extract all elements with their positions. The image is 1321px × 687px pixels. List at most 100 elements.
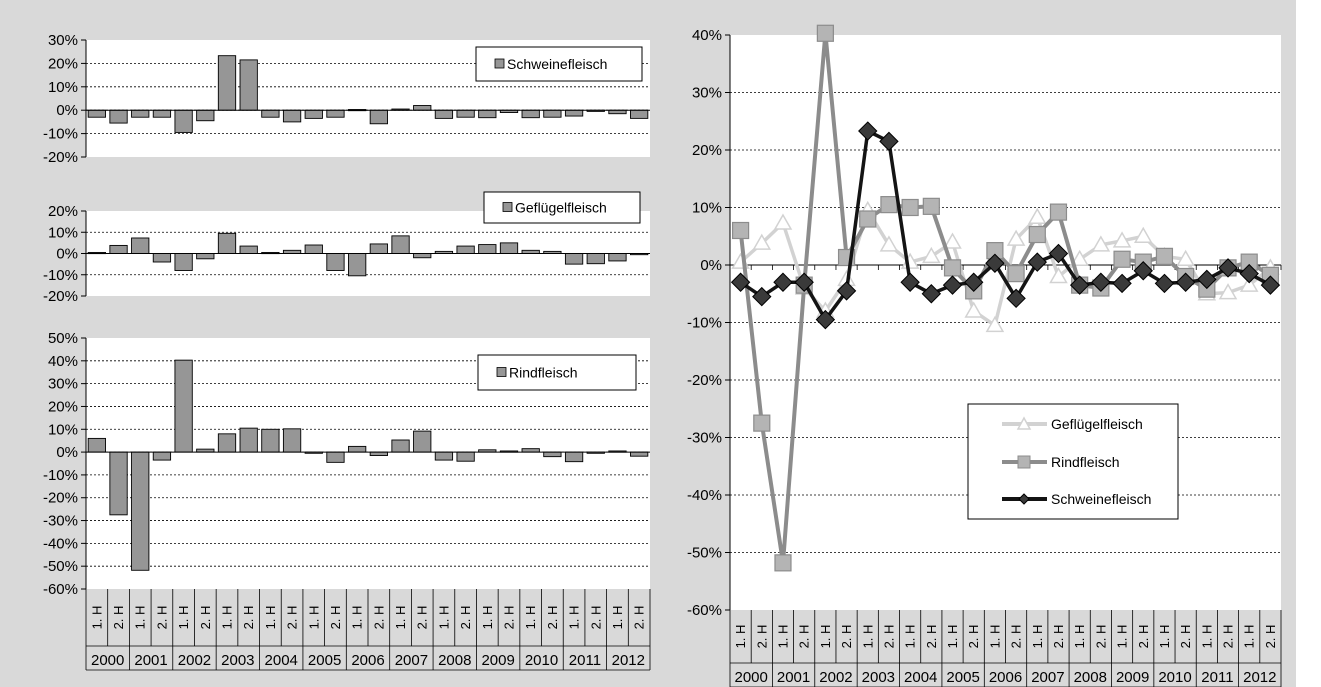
beef-point — [901, 198, 919, 217]
beef-y-tick-label: -40% — [43, 535, 78, 552]
lines-y-tick-label: -10% — [687, 315, 722, 332]
poultry-point — [1027, 207, 1047, 225]
lines-x-half-label: 2. H — [1178, 625, 1193, 649]
chart-pork-bars: 30% 20% 10% 0% -10% -20% Schweinefleisch — [43, 32, 650, 166]
poultry-bar — [217, 232, 237, 254]
pork-point — [964, 272, 984, 292]
lines-y-tick-label: -30% — [687, 430, 722, 447]
poultry-bar — [239, 245, 258, 254]
lines-x-half-label: 1. H — [1115, 625, 1130, 649]
pork-bar — [261, 109, 280, 118]
lines-y-tick-label: -40% — [687, 487, 722, 504]
poultry-legend-label: Geflügelfleisch — [515, 200, 607, 216]
beef-point — [774, 554, 792, 572]
pork-point — [942, 275, 963, 295]
beef-bar — [434, 451, 454, 461]
pork-bar — [217, 55, 237, 111]
lines-y-tick-label: -60% — [687, 602, 722, 619]
poultry-point — [773, 213, 793, 230]
lines-x-year-label: 2006 — [989, 669, 1022, 686]
lines-x-half-label: 1. H — [987, 625, 1002, 649]
poultry-point — [879, 235, 899, 252]
pork-point — [1197, 269, 1217, 290]
beef-x-half-label: 1. H — [610, 606, 625, 630]
lines-x-half-label: 1. H — [733, 625, 748, 649]
beef-bar — [456, 451, 475, 462]
pork-legend-label: Schweinefleisch — [507, 56, 607, 72]
beef-x-half-label: 2. H — [371, 606, 386, 630]
beef-bar — [630, 451, 649, 457]
lines-y-tick-label: 20% — [692, 142, 722, 159]
poultry-point — [1176, 249, 1195, 266]
beef-x-year-label: 2004 — [265, 652, 298, 669]
pork-y-tick-label: -10% — [43, 126, 78, 143]
pork-point — [1091, 272, 1111, 292]
poultry-point — [1239, 275, 1259, 292]
beef-x-half-label: 1. H — [220, 606, 235, 630]
poultry-point — [922, 246, 941, 264]
pork-y-tick-label: 10% — [48, 79, 78, 96]
poultry-bar — [152, 253, 172, 263]
beef-bar — [174, 359, 193, 453]
lines-x-year-label: 2009 — [1116, 669, 1149, 686]
beef-point — [943, 259, 962, 277]
beef-x-half-label: 2. H — [502, 606, 517, 630]
beef-point — [922, 197, 940, 215]
poultry-bar — [499, 242, 519, 254]
beef-x-year-label: 2009 — [481, 652, 514, 669]
pork-y-tick-label: -20% — [43, 149, 78, 166]
beef-y-tick-label: 10% — [48, 421, 78, 438]
pork-bar — [282, 109, 302, 123]
lines-x-half-label: 2. H — [924, 625, 939, 649]
pork-y-tick-label: 30% — [48, 32, 78, 49]
poultry-y-tick-label: 10% — [48, 224, 78, 241]
beef-x-half-label: 1. H — [263, 606, 278, 630]
pork-bar — [109, 109, 128, 124]
lines-x-half-label: 1. H — [1157, 625, 1172, 649]
pork-point — [900, 272, 920, 292]
pork-bar — [196, 109, 215, 122]
lines-y-tick-label: 30% — [692, 85, 722, 102]
pork-bar — [239, 59, 258, 111]
poultry-bar — [348, 253, 367, 277]
pork-y-tick-label: 20% — [48, 55, 78, 72]
poultry-point — [1070, 249, 1089, 266]
beef-point — [880, 196, 898, 214]
poultry-y-tick-label: 20% — [48, 203, 78, 220]
beef-bar — [326, 451, 345, 463]
lines-x-half-label: 1. H — [818, 625, 833, 649]
beef-x-year-label: 2012 — [612, 652, 645, 669]
poultry-point — [985, 315, 1005, 333]
pork-point — [1048, 243, 1069, 264]
pork-bar — [434, 109, 454, 119]
pork-point — [879, 131, 899, 152]
poultry-point — [1218, 283, 1238, 300]
poultry-point — [1091, 235, 1111, 252]
lines-x-year-label: 2001 — [777, 669, 810, 686]
beef-x-half-label: 1. H — [436, 606, 451, 630]
page-margin — [1296, 0, 1321, 687]
beef-x-year-label: 2001 — [134, 652, 167, 669]
lines-y-tick-label: 0% — [700, 257, 722, 274]
poultry-bar — [478, 244, 497, 254]
poultry-bar — [413, 253, 432, 259]
beef-point — [1007, 265, 1025, 283]
poultry-bar — [326, 253, 345, 271]
beef-x-year-label: 2008 — [438, 652, 471, 669]
beef-x-half-label: 2. H — [328, 606, 343, 630]
pork-point — [985, 253, 1005, 273]
lines-x-year-label: 2003 — [862, 669, 895, 686]
lines-legend-pork-marker — [1018, 493, 1030, 505]
pork-bar — [131, 109, 150, 118]
pork-point — [858, 121, 878, 141]
beef-legend-label: Rindfleisch — [509, 365, 577, 381]
beef-y-tick-label: 20% — [48, 398, 78, 415]
chart-beef-bars: 50% 40% 30% 20% 10% 0% -10% -20% -30% -40% -50% -60… — [43, 330, 651, 671]
beef-bar — [282, 428, 302, 453]
pork-bar — [564, 109, 584, 117]
poultry-point — [1112, 231, 1132, 248]
lines-x-year-label: 2007 — [1031, 669, 1064, 686]
lines-x-year-label: 2008 — [1074, 669, 1107, 686]
pork-point — [815, 309, 836, 330]
beef-bar — [369, 451, 388, 456]
